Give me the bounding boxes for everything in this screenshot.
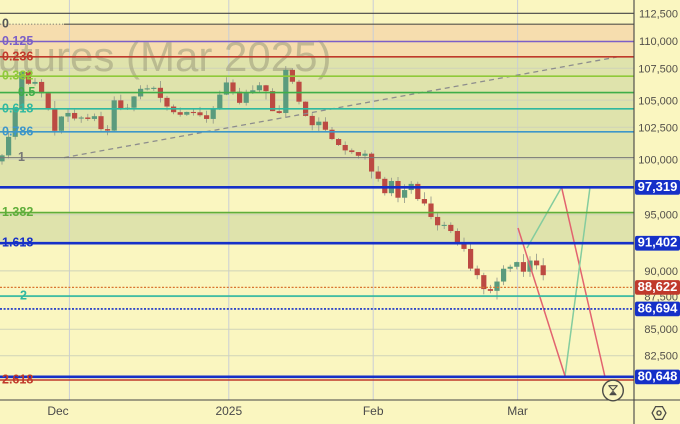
- svg-text:0.236: 0.236: [2, 49, 33, 63]
- svg-text:2025: 2025: [215, 404, 242, 418]
- svg-text:0.5: 0.5: [18, 85, 35, 99]
- svg-text:1.382: 1.382: [2, 205, 33, 219]
- svg-text:86,694: 86,694: [638, 300, 679, 315]
- svg-text:2.618: 2.618: [2, 373, 33, 387]
- svg-text:Dec: Dec: [47, 404, 68, 418]
- svg-text:112,500: 112,500: [639, 9, 678, 21]
- svg-text:91,402: 91,402: [638, 235, 678, 250]
- svg-text:105,000: 105,000: [638, 96, 678, 108]
- svg-text:Mar: Mar: [507, 404, 528, 418]
- svg-text:0.618: 0.618: [2, 101, 33, 115]
- svg-text:0.786: 0.786: [2, 124, 33, 138]
- svg-text:2: 2: [20, 289, 27, 303]
- svg-text:110,000: 110,000: [639, 36, 678, 48]
- svg-text:102,500: 102,500: [638, 123, 678, 135]
- svg-text:80,648: 80,648: [638, 368, 678, 383]
- svg-text:85,000: 85,000: [644, 324, 678, 336]
- svg-text:90,000: 90,000: [644, 266, 678, 278]
- svg-text:0.382: 0.382: [2, 69, 33, 83]
- svg-text:107,500: 107,500: [638, 64, 678, 76]
- svg-text:97,319: 97,319: [638, 179, 678, 194]
- svg-text:82,500: 82,500: [644, 351, 678, 363]
- svg-text:100,000: 100,000: [638, 155, 678, 167]
- svg-text:0.125: 0.125: [2, 34, 33, 48]
- svg-text:Feb: Feb: [363, 404, 384, 418]
- svg-text:88,622: 88,622: [638, 279, 678, 294]
- svg-text:0: 0: [2, 17, 9, 31]
- svg-text:1.618: 1.618: [2, 236, 33, 250]
- svg-text:95,000: 95,000: [644, 210, 678, 222]
- svg-text:1: 1: [18, 150, 25, 164]
